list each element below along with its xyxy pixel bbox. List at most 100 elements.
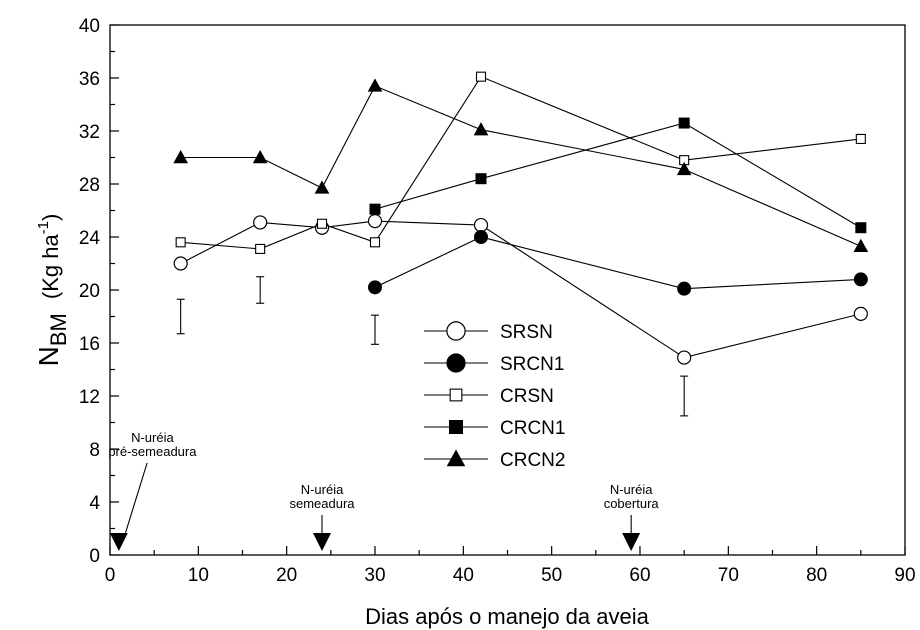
data-point xyxy=(475,173,487,185)
legend-label: CRCN1 xyxy=(500,418,565,439)
error-bar xyxy=(256,276,265,304)
x-tick-label: 20 xyxy=(276,565,297,586)
y-tick-label: 32 xyxy=(79,122,100,143)
legend-item-crcn1: CRCN1 xyxy=(424,418,565,439)
series-line xyxy=(374,122,862,229)
x-tick-label: 60 xyxy=(629,565,650,586)
y-tick-label: 36 xyxy=(79,69,100,90)
legend-label: CRSN xyxy=(500,386,554,407)
error-bar xyxy=(176,298,185,335)
legend: SRSN SRCN1 CRSN CRCN1 CRCN2 xyxy=(424,321,565,471)
y-tick-label: 8 xyxy=(89,440,100,461)
data-point xyxy=(446,353,466,373)
y-tick-label: 24 xyxy=(79,228,101,249)
series-srsn xyxy=(173,214,868,365)
x-tick-label: 10 xyxy=(188,565,209,586)
data-point xyxy=(475,71,487,82)
data-point xyxy=(367,78,383,92)
y-axis-title-unit-close: ) xyxy=(38,214,63,221)
annotation-text: cobertura xyxy=(604,496,660,511)
data-point xyxy=(175,237,186,248)
y-tick-label: 12 xyxy=(79,387,100,408)
data-point xyxy=(369,203,381,215)
arrow-head xyxy=(622,533,641,551)
data-point xyxy=(449,420,463,434)
y-tick-label: 16 xyxy=(79,334,100,355)
y-tick-label: 0 xyxy=(89,546,100,567)
y-axis-title-unit-sup: -1 xyxy=(35,221,52,234)
data-point xyxy=(252,149,268,164)
error-bar xyxy=(680,375,689,417)
legend-item-crcn2: CRCN2 xyxy=(424,449,565,471)
data-point xyxy=(368,280,382,295)
data-point xyxy=(853,272,868,287)
legend-label: SRSN xyxy=(500,322,553,343)
data-point xyxy=(473,217,489,233)
y-tick-label: 4 xyxy=(89,493,100,514)
data-point xyxy=(173,256,188,271)
error-bar xyxy=(371,314,379,345)
y-tick-label: 28 xyxy=(79,175,100,196)
x-tick-label: 30 xyxy=(364,565,385,586)
ticks: 0 10 20 30 40 50 60 70 80 90 0 4 8 12 16 20 24 28 32 36 40 xyxy=(79,16,916,586)
y-axis-title: NBM (Kg ha-1) xyxy=(33,214,71,367)
axes xyxy=(109,24,906,556)
series-line xyxy=(374,236,861,290)
data-point xyxy=(853,306,868,321)
data-point xyxy=(853,238,869,252)
legend-item-crsn: CRSN xyxy=(424,386,554,407)
legend-label: SRCN1 xyxy=(500,354,564,375)
error-bars xyxy=(176,276,689,417)
y-axis-title-main: N xyxy=(33,346,64,366)
series-line xyxy=(180,85,862,247)
y-tick-label: 20 xyxy=(79,281,100,302)
data-point xyxy=(855,133,866,144)
annotation-text: N-uréia xyxy=(610,482,653,497)
x-tick-label: 90 xyxy=(894,565,915,586)
data-point xyxy=(255,243,266,254)
legend-item-srcn1: SRCN1 xyxy=(424,353,564,375)
arrow-head xyxy=(313,533,331,551)
series-line xyxy=(180,75,861,250)
x-tick-label: 40 xyxy=(453,565,474,586)
data-point xyxy=(316,218,328,229)
series-crsn xyxy=(175,71,866,254)
data-point xyxy=(449,388,463,402)
arrow-line xyxy=(124,462,148,536)
data-point xyxy=(676,161,692,176)
series-srcn1 xyxy=(368,230,868,296)
arrow-head xyxy=(109,533,128,551)
y-axis-title-sub: BM xyxy=(46,313,71,346)
annotation-text: semeadura xyxy=(289,496,355,511)
annotation-text: pré-semeadura xyxy=(108,444,197,459)
data-point xyxy=(367,214,383,229)
data-point xyxy=(446,321,466,341)
annotations: N-uréiapré-semeaduraN-uréiasemeaduraN-ur… xyxy=(108,430,659,551)
data-point xyxy=(369,237,381,248)
y-axis-title-unit: (Kg ha xyxy=(38,234,63,300)
x-tick-label: 0 xyxy=(105,565,116,586)
data-point xyxy=(855,222,867,234)
series-crcn1 xyxy=(369,117,867,234)
legend-label: CRCN2 xyxy=(500,450,565,471)
data-point xyxy=(314,180,330,194)
legend-item-srsn: SRSN xyxy=(424,321,553,343)
data-point xyxy=(446,449,466,467)
data-point xyxy=(253,215,268,230)
series-crcn2 xyxy=(173,78,869,252)
data-point xyxy=(678,117,690,129)
data-point xyxy=(474,230,488,244)
y-tick-label: 40 xyxy=(79,16,100,37)
data-point xyxy=(173,149,189,164)
svg-text:NBM(Kg ha-1): NBM (Kg ha-1) xyxy=(33,214,71,367)
data-point xyxy=(677,350,692,365)
data-point xyxy=(473,122,489,136)
plot-frame xyxy=(109,24,906,556)
series xyxy=(173,71,869,365)
data-point xyxy=(677,281,692,296)
annotation-text: N-uréia xyxy=(301,482,344,497)
